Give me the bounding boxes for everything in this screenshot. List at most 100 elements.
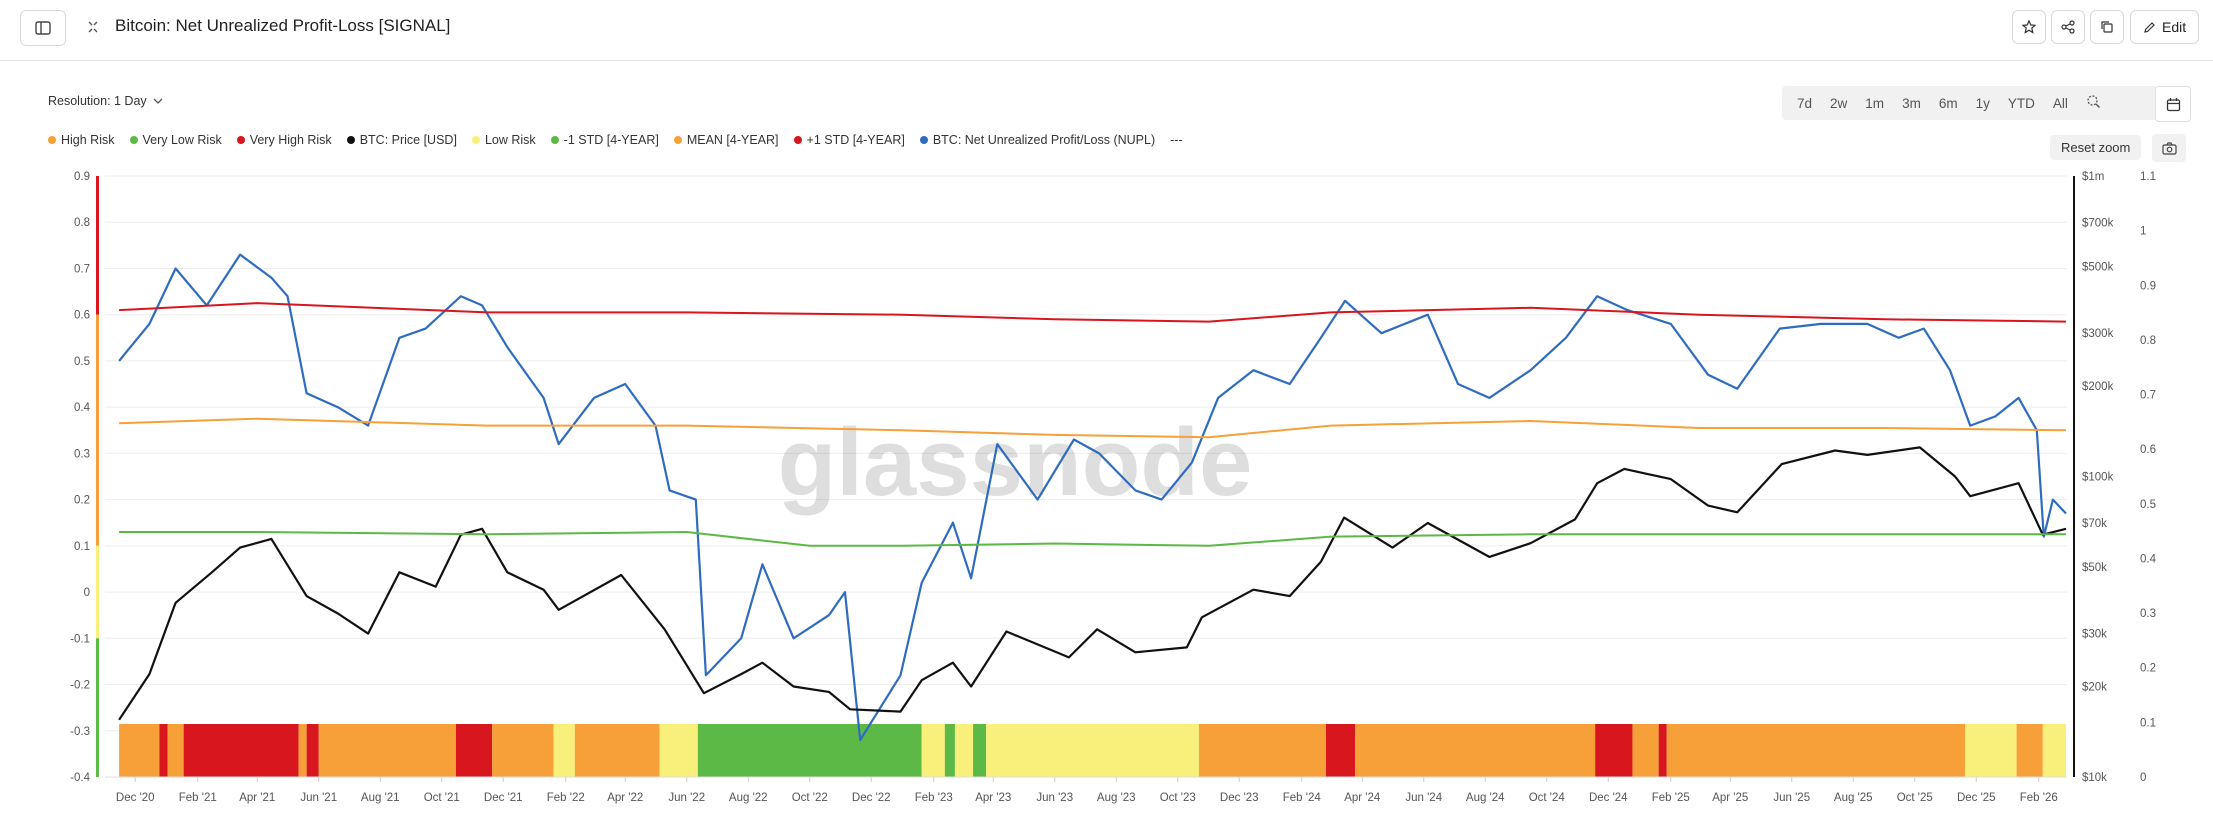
x-tick-label: Apr '22 — [607, 792, 643, 804]
risk-band-segment — [1658, 724, 1667, 777]
left-scale-strip-very-high — [96, 176, 99, 315]
x-tick-label: Feb '24 — [1283, 792, 1322, 804]
chevron-down-icon — [153, 98, 163, 104]
legend-label: +1 STD [4-YEAR] — [806, 133, 905, 147]
x-tick-label: Jun '25 — [1773, 792, 1810, 804]
edit-button[interactable]: Edit — [2130, 10, 2200, 44]
share-button[interactable] — [2051, 10, 2085, 44]
legend-swatch — [673, 136, 682, 144]
left-scale-strip-very-low — [96, 638, 99, 777]
risk-band-segment — [159, 724, 168, 777]
legend-label: High Risk — [61, 133, 115, 147]
x-tick-label: Dec '24 — [1589, 792, 1628, 804]
risk-band-segment — [298, 724, 307, 777]
legend-item-very-high-risk[interactable]: Very High Risk — [236, 133, 332, 147]
x-tick-label: Oct '23 — [1160, 792, 1196, 804]
date-picker-button[interactable] — [2155, 86, 2191, 122]
copy-icon — [2101, 21, 2113, 33]
legend-label: Very High Risk — [249, 133, 332, 147]
y-price-tick-label: $300k — [2082, 328, 2114, 340]
y-left-tick-label: 0.7 — [74, 263, 90, 275]
reset-zoom-button[interactable]: Reset zoom — [2050, 135, 2142, 160]
legend-item-high-risk[interactable]: High Risk — [48, 133, 115, 147]
legend-more[interactable]: --- — [1170, 133, 1183, 147]
series-line — [119, 417, 2067, 439]
x-tick-label: Jun '22 — [668, 792, 705, 804]
resolution-select[interactable]: Resolution: 1 Day — [48, 94, 163, 108]
range-1y[interactable]: 1y — [1975, 95, 1990, 111]
range-ytd[interactable]: YTD — [2007, 95, 2035, 111]
export-image-button[interactable] — [2152, 134, 2186, 162]
y-right-tick-label: 0.8 — [2140, 335, 2156, 347]
x-tick-label: Oct '21 — [424, 792, 460, 804]
range-3m[interactable]: 3m — [1902, 95, 1921, 111]
x-tick-label: Dec '21 — [484, 792, 523, 804]
x-tick-label: Aug '25 — [1834, 792, 1873, 804]
zoom-icon — [2087, 95, 2100, 108]
legend-item-nupl[interactable]: BTC: Net Unrealized Profit/Loss (NUPL) — [919, 133, 1156, 147]
range-2w[interactable]: 2w — [1830, 95, 1848, 111]
y-right-tick-label: 0.9 — [2140, 280, 2156, 292]
risk-band-segment — [659, 724, 698, 777]
risk-band-segment — [954, 724, 974, 777]
y-left-tick-label: 0.9 — [74, 171, 90, 183]
collapse-button[interactable] — [82, 16, 104, 38]
y-right-tick-label: 1.1 — [2140, 171, 2156, 183]
risk-band-segment — [492, 724, 554, 777]
share-icon — [2061, 20, 2075, 34]
y-left-tick-label: -0.1 — [70, 633, 90, 645]
legend-item-minus-1-std[interactable]: -1 STD [4-YEAR] — [550, 133, 659, 147]
range-7d[interactable]: 7d — [1797, 95, 1813, 111]
x-tick-label: Aug '24 — [1466, 792, 1505, 804]
risk-band-segment — [1632, 724, 1659, 777]
legend-swatch — [471, 136, 480, 144]
legend-item-very-low-risk[interactable]: Very Low Risk — [129, 133, 222, 147]
range-6m[interactable]: 6m — [1938, 95, 1958, 111]
x-tick-label: Jun '23 — [1036, 792, 1073, 804]
edit-label: Edit — [2162, 19, 2187, 35]
x-tick-label: Apr '24 — [1344, 792, 1381, 804]
legend-swatch — [236, 136, 245, 144]
y-left-tick-label: 0.4 — [74, 402, 91, 414]
risk-band-segment — [944, 724, 955, 777]
risk-band-segment — [986, 724, 1199, 777]
legend-swatch — [129, 136, 138, 144]
legend-item-mean[interactable]: MEAN [4-YEAR] — [673, 133, 779, 147]
chart-series — [118, 253, 2067, 742]
series-line — [118, 446, 2067, 721]
favorite-button[interactable] — [2012, 10, 2046, 44]
risk-band-segment — [921, 724, 945, 777]
chart-axes: 0.9 0.8 0.7 0.6 0.5 0.4 0.3 0.2 0.1 0 -0.1 -0.2 -0.3… — [70, 171, 2156, 804]
x-tick-label: Jun '24 — [1405, 792, 1442, 804]
y-price-tick-label: $10k — [2082, 772, 2107, 784]
risk-band-segment — [1355, 724, 1596, 777]
range-1m[interactable]: 1m — [1865, 95, 1885, 111]
watermark: glassnode — [778, 409, 1253, 516]
risk-band-segment — [1198, 724, 1326, 777]
zoom-select-button[interactable] — [2077, 94, 2110, 112]
legend-label: BTC: Net Unrealized Profit/Loss (NUPL) — [932, 133, 1156, 147]
range-all[interactable]: All — [2052, 95, 2068, 111]
copy-button[interactable] — [2090, 10, 2124, 44]
risk-band-segment — [973, 724, 987, 777]
risk-band-segment — [306, 724, 319, 777]
camera-icon — [2161, 141, 2177, 155]
y-left-tick-label: 0.8 — [74, 217, 90, 229]
y-left-tick-label: -0.4 — [70, 772, 90, 784]
legend-item-low-risk[interactable]: Low Risk — [471, 133, 536, 147]
legend-item-btc-price[interactable]: BTC: Price [USD] — [346, 133, 457, 147]
legend-item-plus-1-std[interactable]: +1 STD [4-YEAR] — [793, 133, 905, 147]
risk-band — [119, 724, 2066, 777]
risk-band-segment — [697, 724, 922, 777]
x-tick-label: Apr '23 — [975, 792, 1011, 804]
risk-band-segment — [119, 724, 160, 777]
y-price-tick-label: $50k — [2082, 562, 2107, 574]
series-line — [119, 302, 2067, 323]
y-left-tick-label: 0.1 — [74, 541, 90, 553]
sidebar-toggle-button[interactable] — [20, 10, 66, 46]
resolution-label: Resolution: 1 Day — [48, 94, 147, 108]
top-bar: Bitcoin: Net Unrealized Profit-Loss [SIG… — [0, 0, 2213, 61]
calendar-icon — [2166, 97, 2180, 111]
legend-swatch — [793, 136, 802, 144]
